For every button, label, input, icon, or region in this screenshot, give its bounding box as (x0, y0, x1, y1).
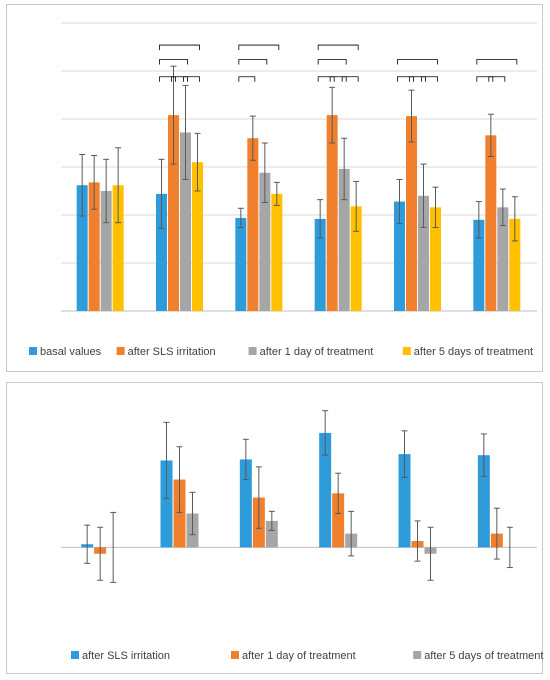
bar (168, 115, 179, 311)
legend-swatch (116, 347, 125, 355)
bar (112, 185, 124, 311)
significance-bracket (397, 59, 438, 65)
bar (314, 218, 326, 311)
bar (406, 116, 417, 312)
bar (271, 193, 283, 311)
significance-bracket (409, 76, 426, 82)
bar (76, 185, 88, 311)
bar (326, 115, 338, 311)
bar (319, 432, 332, 548)
legend-swatch (29, 347, 37, 355)
bar (473, 219, 485, 311)
tewl-chart: basal values after SLS irritation after 1 … (29, 22, 537, 358)
bar (394, 201, 405, 311)
significance-bracket (238, 76, 256, 82)
delta-tewl-chart: after SLS irritation after 1 day of treat… (61, 410, 543, 662)
chart-panel-a: basal values after SLS irritation after 1 … (6, 4, 543, 372)
bar (160, 460, 173, 548)
significance-bracket (329, 76, 347, 82)
legend-swatch (71, 651, 79, 659)
bar (180, 132, 191, 311)
bar (88, 182, 100, 311)
significance-bracket (238, 44, 280, 51)
significance-bracket (238, 59, 268, 65)
legend-label: after 1 day of treatment (242, 650, 356, 662)
significance-bracket (476, 76, 494, 82)
legend-swatch (402, 347, 411, 355)
bar (259, 172, 271, 311)
legend-label: after 1 day of treatment (260, 346, 374, 358)
significance-bracket (488, 76, 506, 82)
bar (497, 207, 509, 311)
bar (350, 206, 362, 311)
legend-label: after 5 days of treatment (414, 346, 533, 358)
significance-bracket (317, 44, 359, 51)
significance-bracket (159, 59, 188, 65)
bar (235, 217, 247, 311)
bar (509, 218, 521, 311)
bar (247, 138, 259, 311)
significance-bracket (159, 44, 200, 51)
significance-bracket (183, 76, 200, 82)
bar (239, 459, 252, 548)
significance-bracket (317, 76, 335, 82)
bar (418, 195, 429, 311)
legend-label: basal values (40, 346, 102, 358)
significance-bracket (476, 59, 518, 65)
bar (192, 162, 203, 311)
legend-label: after SLS irritation (82, 650, 170, 662)
significance-bracket (397, 76, 414, 82)
significance-bracket (341, 76, 359, 82)
significance-bracket (159, 76, 176, 82)
legend-label: after SLS irritation (128, 346, 216, 358)
legend-swatch (413, 651, 422, 659)
significance-bracket (421, 76, 438, 82)
bar (485, 135, 497, 311)
significance-bracket (317, 59, 347, 65)
bar (156, 193, 167, 311)
legend-swatch (248, 347, 257, 355)
bar (265, 520, 278, 548)
bar (173, 479, 186, 548)
bar (100, 191, 112, 311)
chart-panel-b: after SLS irritation after 1 day of treat… (6, 382, 543, 674)
bar (338, 168, 350, 311)
legend-swatch (231, 651, 239, 659)
bar (477, 455, 490, 548)
bar (332, 493, 345, 548)
significance-bracket (171, 76, 188, 82)
bar (430, 207, 441, 311)
legend-label: after 5 days of treatment (424, 650, 543, 662)
